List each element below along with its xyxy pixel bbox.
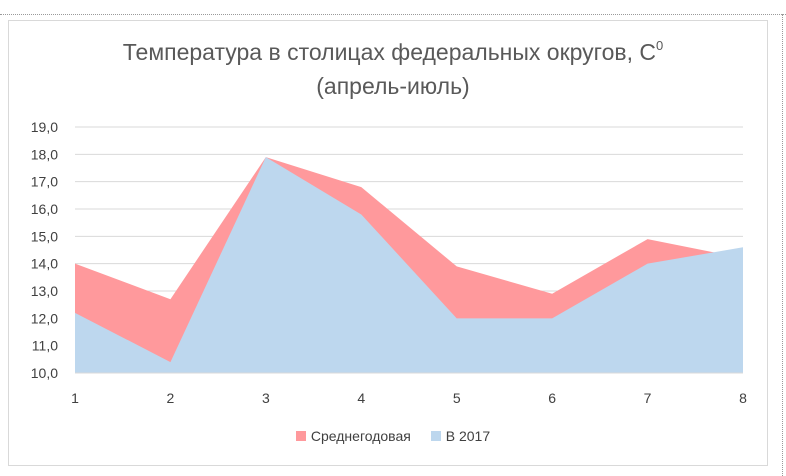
legend-item-2017[interactable]: В 2017 [430, 428, 491, 444]
selection-border-right [782, 14, 783, 476]
x-tick-label: 5 [453, 390, 461, 406]
legend-label-avg: Среднегодовая [310, 428, 411, 444]
y-tick-label: 15,0 [31, 228, 58, 244]
y-tick-label: 10,0 [31, 365, 58, 381]
y-tick-label: 19,0 [31, 119, 58, 135]
x-tick-label: 8 [739, 390, 747, 406]
chart-title-superscript: 0 [655, 38, 664, 53]
legend-item-avg[interactable]: Среднегодовая [295, 428, 411, 444]
y-tick-label: 11,0 [32, 338, 58, 354]
y-tick-label: 16,0 [31, 201, 58, 217]
chart-subtitle: (апрель-июль) [316, 73, 470, 99]
y-tick-label: 12,0 [31, 310, 58, 326]
legend-label-2017: В 2017 [445, 428, 491, 444]
legend-swatch-2017 [430, 431, 441, 441]
legend-swatch-avg [295, 431, 306, 441]
x-tick-label: 2 [167, 390, 175, 406]
y-tick-label: 17,0 [31, 174, 58, 190]
x-tick-label: 1 [71, 390, 79, 406]
x-tick-label: 6 [548, 390, 556, 406]
x-tick-label: 7 [644, 390, 652, 406]
x-tick-label: 4 [357, 390, 365, 406]
x-tick-label: 3 [262, 390, 270, 406]
y-tick-label: 18,0 [31, 146, 58, 162]
y-tick-label: 14,0 [31, 256, 58, 272]
selection-border-top [0, 14, 786, 15]
chart-title: Температура в столицах федеральных округ… [0, 38, 786, 66]
legend: Среднегодовая В 2017 [0, 428, 786, 444]
chart-title-line1: Температура в столицах федеральных округ… [122, 39, 656, 65]
y-tick-label: 13,0 [31, 283, 58, 299]
area-series-2017 [75, 157, 743, 373]
